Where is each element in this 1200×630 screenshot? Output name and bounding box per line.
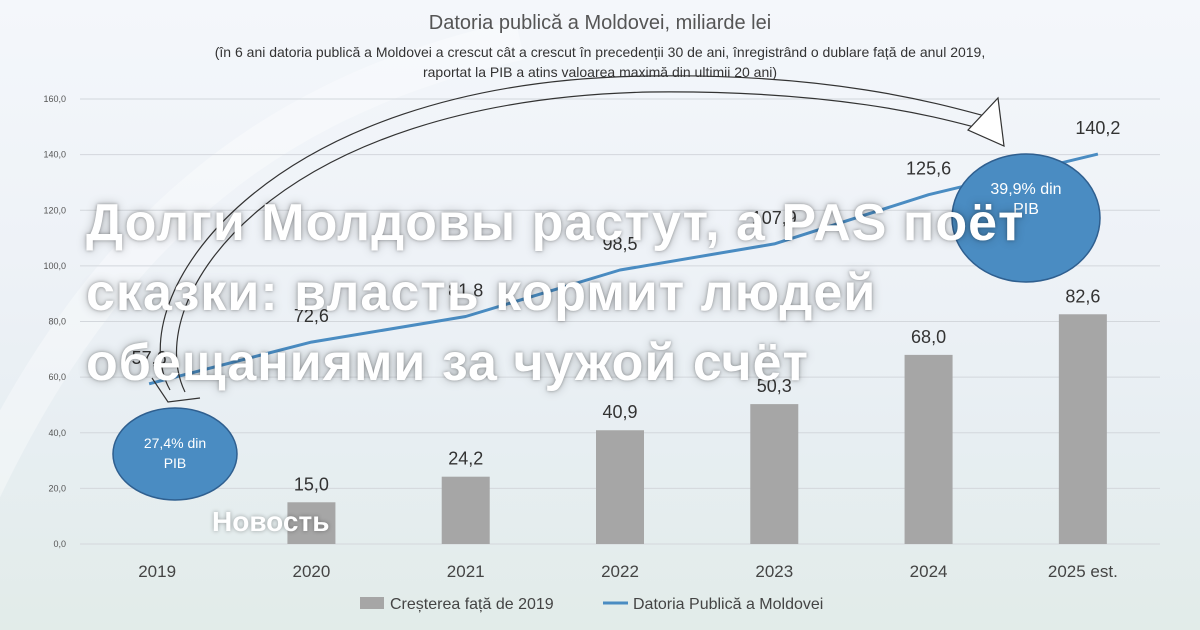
chart-title: Datoria publică a Moldovei, miliarde lei [428,12,772,34]
pib-share-bubble [951,153,1101,283]
bar-value-label: 15,0 [294,474,329,494]
trend-arrow-outer [159,75,1001,391]
bar [596,430,644,544]
legend-label-line: Datoria Publică a Moldovei [633,596,823,613]
headline-line-2: сказки: власть кормит людей [86,264,877,322]
bar-value-label: 82,6 [1065,286,1100,306]
y-tick-label: 40,0 [48,428,66,438]
bar-value-label: 40,9 [602,402,637,422]
bar [750,404,799,544]
line-value-label: 107,9 [752,208,797,228]
news-badge: Новость [212,506,330,537]
trend-arrowhead [966,96,1005,147]
y-tick-label: 160,0 [43,94,66,104]
line-value-label: 57,6 [132,348,167,368]
x-tick-label: 2024 [910,562,948,581]
headline-overlay: Долги Молдовы растут, а PAS поёт сказки:… [86,188,1146,398]
bar [904,354,953,544]
bubble-label-line-1: 27,4% din [144,435,206,451]
x-tick-label: 2022 [601,562,639,581]
y-tick-label: 0,0 [53,539,66,549]
bubble-label-line-2: PIB [1013,201,1039,218]
line-value-label: 125,6 [906,159,951,179]
bar-value-label: 68,0 [911,327,946,347]
line-value-label: 98,5 [602,234,637,254]
bubble-label-line-1: 39,9% din [990,181,1061,198]
y-tick-label: 20,0 [48,483,66,493]
pib-share-bubble [112,407,238,501]
y-tick-label: 100,0 [43,261,66,271]
debt-line [148,152,1099,386]
bar-value-label: 24,2 [448,449,483,469]
bar [441,476,490,544]
bar-value-label: 50,3 [757,376,792,396]
line-value-label: 72,6 [294,306,329,326]
headline-line-3: обещаниями за чужой счёт [86,334,810,392]
legend-label-bars: Creșterea față de 2019 [390,596,554,613]
chart-subtitle-line-2: raportat la PIB a atins valoarea maximă … [422,64,778,80]
y-tick-label: 80,0 [48,317,66,327]
bubble-label-line-2: PIB [164,455,187,471]
x-tick-label: 2021 [447,562,485,581]
x-tick-label: 2023 [755,562,793,581]
legend-swatch-bars [360,597,384,609]
chart-subtitle-line-1: (în 6 ani datoria publică a Moldovei a c… [214,44,986,60]
x-tick-label: 2025 est. [1048,562,1118,581]
line-value-label: 140,2 [1075,118,1120,138]
y-tick-label: 120,0 [43,205,66,215]
trend-arrow-tail [151,377,201,403]
headline-line-1: Долги Молдовы растут, а PAS поёт [86,194,1025,252]
bar [1058,314,1107,544]
x-tick-label: 2019 [138,562,176,581]
bar [287,502,336,544]
y-tick-label: 60,0 [48,372,66,382]
background-swoosh [0,20,525,498]
line-value-label: 81,8 [448,280,483,300]
y-tick-label: 140,0 [43,150,66,160]
trend-arrow-inner [175,91,979,393]
x-tick-label: 2020 [293,562,331,581]
